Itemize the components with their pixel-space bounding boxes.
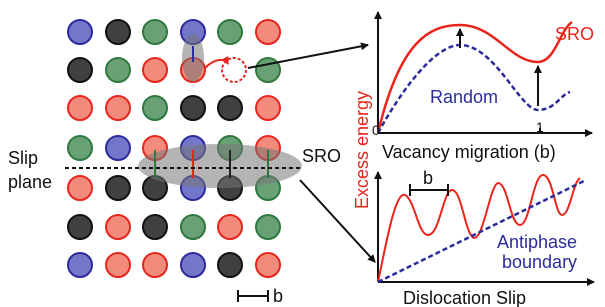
highlight xyxy=(138,144,302,188)
atom xyxy=(218,96,242,120)
atom xyxy=(256,215,280,239)
x-axis-label: Vacancy migration (b) xyxy=(382,142,556,162)
atom xyxy=(143,215,167,239)
atom xyxy=(106,215,130,239)
figure: Slip plane SRO b Excess energy SRO Rando… xyxy=(0,0,605,307)
atom xyxy=(68,58,92,82)
atom xyxy=(68,176,92,200)
atom xyxy=(106,176,130,200)
top-plot: SRO Random 0 1 Vacancy migration (b) xyxy=(372,12,594,162)
atom xyxy=(106,96,130,120)
sro-label: SRO xyxy=(555,24,594,44)
atom xyxy=(256,96,280,120)
scale-label: b xyxy=(273,286,283,306)
atom xyxy=(256,20,280,44)
slip-label: plane xyxy=(8,172,52,192)
atom xyxy=(218,20,242,44)
atom xyxy=(143,20,167,44)
atom xyxy=(68,136,92,160)
b-label: b xyxy=(423,168,433,188)
tick-label: 1 xyxy=(536,119,544,135)
slip-label: Slip xyxy=(8,148,38,168)
atom xyxy=(68,96,92,120)
atom xyxy=(181,215,205,239)
atom xyxy=(143,253,167,277)
sro-label: SRO xyxy=(302,146,341,166)
atom xyxy=(181,96,205,120)
atom xyxy=(106,136,130,160)
y-axis-label: Excess energy xyxy=(352,91,372,209)
jump-arrow xyxy=(205,60,228,68)
bottom-plot: b Antiphase boundary Dislocation Slip xyxy=(378,168,594,307)
atom xyxy=(106,253,130,277)
atom xyxy=(68,253,92,277)
atom xyxy=(256,253,280,277)
apb-label: boundary xyxy=(502,252,577,272)
atom xyxy=(68,215,92,239)
atom xyxy=(106,20,130,44)
atom xyxy=(68,20,92,44)
atom xyxy=(143,58,167,82)
atom xyxy=(181,253,205,277)
origin-label: 0 xyxy=(372,122,380,138)
random-label: Random xyxy=(430,87,498,107)
x-axis-label: Dislocation Slip xyxy=(403,288,526,307)
atom xyxy=(218,215,242,239)
pointer-arrow xyxy=(248,45,368,68)
atom xyxy=(218,253,242,277)
apb-label: Antiphase xyxy=(497,232,577,252)
atom xyxy=(143,96,167,120)
atom xyxy=(106,58,130,82)
